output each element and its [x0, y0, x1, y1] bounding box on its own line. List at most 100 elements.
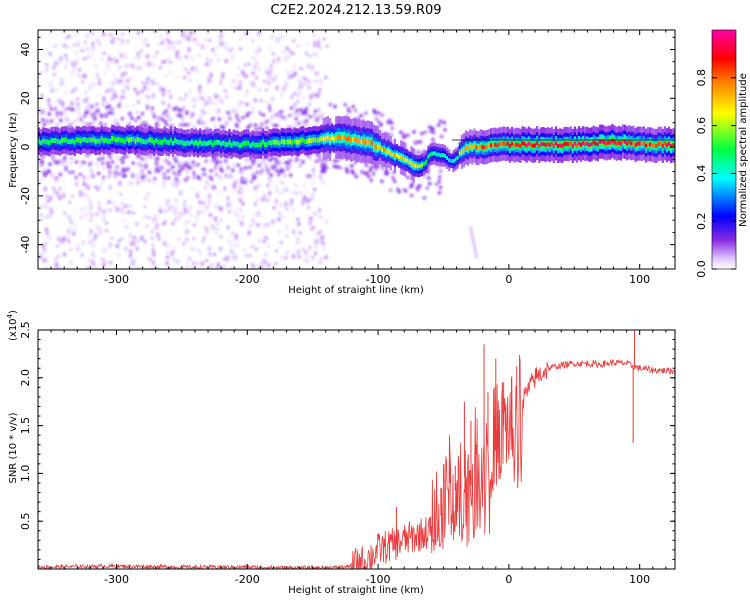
noise-cell [91, 50, 95, 55]
spread-cell [86, 153, 90, 156]
noise-cell [129, 243, 133, 246]
spread-cell [255, 170, 259, 174]
noise-cell [268, 104, 271, 108]
noise-cell [207, 82, 210, 85]
noise-cell [137, 267, 141, 269]
noise-cell [81, 99, 85, 102]
noise-cell [262, 240, 266, 243]
noise-cell [172, 47, 176, 52]
noise-cell [237, 66, 241, 71]
ridge-cell [86, 138, 89, 143]
noise-cell [193, 99, 197, 102]
spread-cell [226, 166, 230, 170]
noise-cell [124, 71, 128, 76]
noise-cell [102, 32, 106, 37]
spread-cell [220, 125, 224, 129]
noise-cell [205, 180, 209, 184]
noise-cell [314, 245, 318, 249]
noise-cell [136, 173, 140, 177]
noise-cell [208, 252, 212, 256]
spread-cell [128, 112, 132, 116]
ridge-cell [615, 141, 618, 146]
spread-cell [111, 160, 114, 164]
noise-cell [275, 112, 279, 118]
noise-cell [159, 209, 162, 214]
noise-cell [120, 237, 124, 240]
noise-cell [135, 66, 139, 69]
noise-cell [264, 235, 268, 239]
noise-cell [114, 77, 118, 83]
noise-cell [144, 62, 148, 66]
spread-cell [201, 168, 205, 171]
ridge-cell [573, 141, 576, 146]
noise-cell [205, 206, 209, 210]
spread-cell [163, 176, 166, 180]
noise-cell [303, 257, 307, 263]
noise-cell [108, 170, 112, 175]
noise-cell [98, 227, 102, 231]
spread-cell [93, 116, 97, 120]
noise-cell [253, 98, 257, 103]
spread-cell [260, 122, 264, 126]
noise-cell [108, 242, 112, 248]
spread-cell [43, 174, 47, 178]
noise-cell [244, 73, 248, 79]
ridge-cell [621, 139, 625, 144]
noise-cell [251, 218, 255, 223]
noise-cell [266, 223, 270, 226]
noise-cell [85, 184, 89, 189]
spectrogram-frame [37, 29, 676, 270]
spread-cell [47, 112, 51, 116]
noise-cell [41, 217, 44, 222]
noise-cell [96, 186, 100, 192]
noise-cell [161, 92, 165, 97]
spread-cell [254, 123, 258, 127]
noise-cell [245, 254, 249, 258]
noise-cell [241, 169, 245, 175]
noise-cell [252, 66, 256, 69]
ridge-cell [75, 137, 78, 143]
spread-cell [240, 180, 244, 184]
noise-cell [288, 75, 292, 80]
noise-cell [87, 109, 91, 113]
noise-cell [118, 65, 122, 69]
ridge-cell [667, 141, 671, 146]
ridge-cell [71, 138, 74, 144]
noise-cell [264, 100, 267, 104]
ridge-cell [490, 143, 493, 148]
ridge-cell [88, 137, 91, 143]
spread-cell [336, 165, 339, 169]
spread-cell [308, 115, 312, 119]
ridge-cell [220, 141, 223, 147]
noise-cell [82, 175, 86, 180]
noise-cell [324, 75, 328, 80]
spread-cell [388, 119, 392, 122]
ridge-cell [303, 139, 306, 144]
noise-cell [43, 186, 47, 192]
spread-cell [196, 163, 200, 166]
ridge-cell [452, 159, 455, 163]
spread-cell [402, 135, 405, 139]
noise-cell [79, 190, 83, 195]
spread-cell [58, 172, 62, 176]
noise-cell [251, 105, 255, 111]
noise-cell [230, 30, 234, 33]
noise-cell [139, 48, 143, 54]
noise-cell [306, 65, 310, 68]
noise-cell [296, 43, 300, 48]
spread-cell [350, 169, 354, 173]
noise-cell [222, 116, 225, 120]
spread-cell [365, 171, 369, 175]
noise-cell [203, 39, 207, 42]
noise-cell [156, 116, 160, 121]
noise-cell [59, 82, 63, 86]
ridge-cell [38, 138, 41, 144]
noise-cell [269, 64, 273, 69]
spread-cell [55, 111, 59, 115]
spread-cell [268, 158, 272, 162]
noise-cell [174, 198, 178, 203]
noise-cell [174, 172, 178, 178]
ridge-cell [632, 140, 635, 145]
noise-cell [320, 235, 324, 240]
spread-cell [117, 104, 121, 108]
